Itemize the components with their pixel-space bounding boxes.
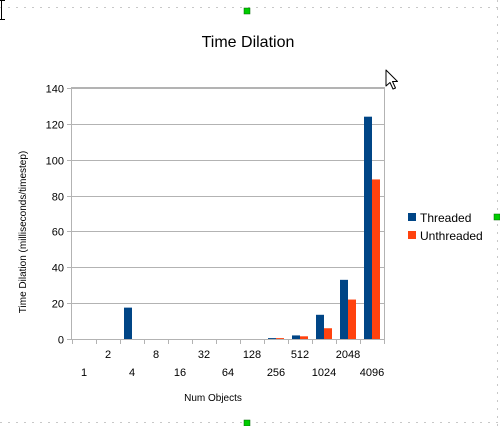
y-tick-label: 100	[46, 156, 64, 168]
y-axis-title: Time Dilation (milliseconds/timestep)	[18, 151, 29, 313]
bar-threaded-4[interactable]	[124, 307, 132, 339]
x-tick-label: 16	[174, 367, 186, 379]
y-tick-label: 120	[46, 120, 64, 132]
gridlines	[67, 88, 384, 340]
y-tick-label: 20	[52, 299, 64, 311]
legend-label-unthreaded: Unthreaded	[420, 229, 483, 243]
bar-threaded-1024[interactable]	[316, 314, 324, 339]
bars	[124, 116, 380, 339]
y-tick-label: 80	[52, 192, 64, 204]
selection-handle-icon[interactable]	[243, 7, 251, 15]
bar-unthreaded-1024[interactable]	[324, 328, 332, 339]
legend-swatch-threaded	[408, 213, 416, 221]
x-tick-label: 128	[243, 349, 261, 361]
x-tick-label: 2048	[336, 349, 360, 361]
x-tick-label: 2	[105, 349, 111, 361]
x-tick-label: 32	[198, 349, 210, 361]
x-tick-label: 1024	[312, 367, 336, 379]
mouse-pointer-icon	[385, 69, 398, 90]
x-tick-label: 8	[153, 349, 159, 361]
y-tick-label: 60	[52, 227, 64, 239]
y-tick-label: 40	[52, 263, 64, 275]
y-tick-label: 0	[58, 335, 64, 347]
legend-label-threaded: Threaded	[420, 211, 471, 225]
bar-threaded-2048[interactable]	[340, 279, 348, 339]
x-tick-label: 64	[222, 367, 234, 379]
bar-threaded-4096[interactable]	[364, 116, 372, 339]
bar-unthreaded-256[interactable]	[276, 338, 284, 339]
bar-unthreaded-2048[interactable]	[348, 299, 356, 339]
selection-handle-icon[interactable]	[493, 213, 500, 221]
x-tick-label: 4096	[360, 367, 384, 379]
x-tick-label: 256	[267, 367, 285, 379]
bar-unthreaded-512[interactable]	[300, 336, 308, 339]
legend-swatch-unthreaded	[408, 231, 416, 239]
y-tick-labels: 0 20 40 60 80 100 120 140	[46, 84, 64, 347]
selection-handle-icon[interactable]	[243, 419, 251, 426]
plot-area[interactable]	[71, 87, 385, 340]
x-tick-label: 4	[129, 367, 135, 379]
bar-threaded-512[interactable]	[292, 335, 300, 339]
legend: Threaded Unthreaded	[408, 211, 483, 243]
x-axis-title: Num Objects	[184, 393, 242, 404]
x-tick-label: 512	[291, 349, 309, 361]
bar-threaded-256[interactable]	[268, 338, 276, 339]
chart-title: Time Dilation	[202, 34, 295, 51]
bar-unthreaded-4096[interactable]	[372, 179, 380, 339]
x-tick-label: 1	[81, 367, 87, 379]
y-tick-label: 140	[46, 84, 64, 96]
